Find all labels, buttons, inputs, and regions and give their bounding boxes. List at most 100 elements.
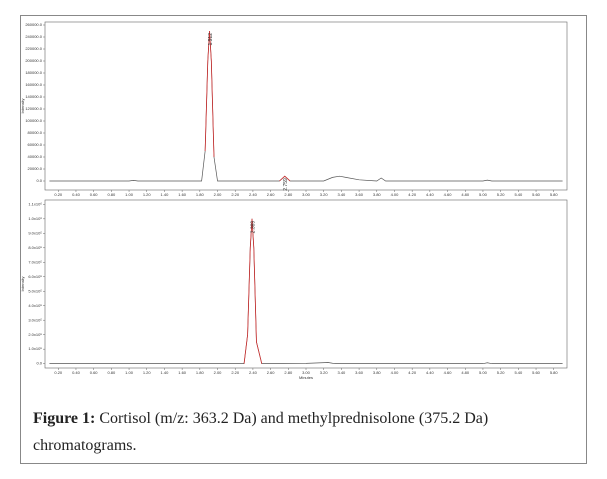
- plot-frame: [44, 199, 568, 369]
- trace: [49, 30, 563, 182]
- y-tick-label: 7.0x10⁵: [28, 259, 42, 264]
- x-tick-label: 5.80: [550, 192, 559, 197]
- y-axis-label: Intensity: [20, 99, 25, 114]
- y-tick-label: 1.0x10⁶: [28, 216, 42, 221]
- x-tick-label: 2.40: [249, 192, 258, 197]
- x-tick-label: 5.80: [550, 370, 559, 375]
- x-tick-label: 0.20: [54, 370, 63, 375]
- y-tick-label: 5.0x10⁵: [28, 288, 42, 293]
- y-tick-label: 1.1x10⁶: [28, 201, 42, 206]
- x-tick-label: 4.80: [461, 192, 470, 197]
- x-tick-label: 3.80: [373, 370, 382, 375]
- y-tick-label: 100000.0: [25, 118, 42, 123]
- x-tick-label: 1.80: [196, 192, 205, 197]
- x-tick-label: 1.60: [178, 370, 187, 375]
- x-tick-label: 3.20: [320, 192, 329, 197]
- x-tick-label: 1.20: [143, 192, 152, 197]
- x-tick-label: 4.00: [391, 370, 400, 375]
- x-tick-label: 4.20: [408, 192, 417, 197]
- y-tick-label: 3.0x10⁵: [28, 317, 42, 322]
- y-tick-label: 240000.0: [25, 34, 42, 39]
- x-tick-label: 2.00: [214, 192, 223, 197]
- x-tick-label: 5.60: [532, 192, 541, 197]
- x-tick-label: 2.80: [284, 192, 293, 197]
- x-tick-label: 0.60: [90, 192, 99, 197]
- y-tick-label: 140000.0: [25, 94, 42, 99]
- y-tick-label: 0.0: [36, 178, 42, 183]
- x-tick-label: 2.00: [214, 370, 223, 375]
- x-tick-label: 2.60: [267, 192, 276, 197]
- y-tick-label: 160000.0: [25, 82, 42, 87]
- x-tick-label: 2.60: [267, 370, 276, 375]
- x-tick-label: 3.60: [355, 192, 364, 197]
- y-tick-label: 260000.0: [25, 22, 42, 27]
- x-tick-label: 5.00: [479, 192, 488, 197]
- x-tick-label: 4.00: [391, 192, 400, 197]
- x-tick-label: 3.20: [320, 370, 329, 375]
- y-tick-label: 2.0x10⁵: [28, 332, 42, 337]
- x-tick-label: 0.40: [72, 192, 81, 197]
- x-tick-label: 5.20: [497, 370, 506, 375]
- x-tick-label: 3.60: [355, 370, 364, 375]
- x-tick-label: 5.60: [532, 370, 541, 375]
- x-tick-label: 4.60: [444, 370, 453, 375]
- x-tick-label: 2.20: [231, 192, 240, 197]
- x-tick-label: 5.20: [497, 192, 506, 197]
- x-tick-label: 4.60: [444, 192, 453, 197]
- x-tick-label: 1.40: [161, 370, 170, 375]
- figure-frame: [20, 15, 587, 464]
- peak-label: 2.759: [283, 178, 289, 191]
- x-tick-label: 1.00: [125, 192, 134, 197]
- x-tick-label: 2.20: [231, 370, 240, 375]
- y-tick-label: 4.0x10⁵: [28, 303, 42, 308]
- x-tick-label: 3.00: [302, 192, 311, 197]
- peak-label: 1.912: [208, 33, 214, 46]
- x-tick-label: 0.80: [107, 370, 116, 375]
- x-axis-label: Minutes: [299, 375, 313, 380]
- x-tick-label: 4.80: [461, 370, 470, 375]
- caption-text: Cortisol (m/z: 363.2 Da) and methylpredn…: [33, 410, 489, 454]
- y-tick-label: 200000.0: [25, 58, 42, 63]
- x-tick-label: 4.20: [408, 370, 417, 375]
- peak-label: 2.389: [250, 221, 256, 234]
- x-tick-label: 2.80: [284, 370, 293, 375]
- trace: [49, 218, 563, 365]
- x-tick-label: 1.80: [196, 370, 205, 375]
- x-tick-label: 1.00: [125, 370, 134, 375]
- trace: [243, 218, 263, 364]
- plot-frame: [44, 21, 568, 191]
- y-tick-label: 180000.0: [25, 70, 42, 75]
- y-tick-label: 120000.0: [25, 106, 42, 111]
- x-tick-label: 3.40: [337, 370, 346, 375]
- y-tick-label: 20000.0: [28, 166, 43, 171]
- x-tick-label: 3.40: [337, 192, 346, 197]
- y-tick-label: 1.0x10⁵: [28, 346, 42, 351]
- x-tick-label: 0.80: [107, 192, 116, 197]
- x-tick-label: 4.40: [426, 370, 435, 375]
- y-tick-label: 6.0x10⁵: [28, 274, 42, 279]
- caption: Figure 1: Cortisol (m/z: 363.2 Da) and m…: [33, 405, 573, 459]
- y-tick-label: 0.0: [36, 361, 42, 366]
- y-tick-label: 40000.0: [28, 154, 43, 159]
- trace: [204, 30, 291, 182]
- x-tick-label: 0.60: [90, 370, 99, 375]
- y-tick-label: 220000.0: [25, 46, 42, 51]
- x-tick-label: 3.80: [373, 192, 382, 197]
- y-tick-label: 80000.0: [28, 130, 43, 135]
- x-tick-label: 2.40: [249, 370, 258, 375]
- caption-label: Figure 1:: [33, 410, 96, 427]
- x-tick-label: 1.40: [161, 192, 170, 197]
- y-tick-label: 8.0x10⁵: [28, 245, 42, 250]
- x-tick-label: 4.40: [426, 192, 435, 197]
- y-tick-label: 9.0x10⁵: [28, 230, 42, 235]
- y-tick-label: 60000.0: [28, 142, 43, 147]
- x-tick-label: 5.40: [514, 370, 523, 375]
- x-tick-label: 0.40: [72, 370, 81, 375]
- x-tick-label: 5.40: [514, 192, 523, 197]
- x-tick-label: 1.60: [178, 192, 187, 197]
- x-tick-label: 0.20: [54, 192, 63, 197]
- chromatograms: 0.0 20000.0 40000.0 60000.0 80000.0 100000.0 1…: [20, 21, 568, 380]
- y-axis-label: Intensity: [20, 277, 25, 292]
- x-tick-label: 3.00: [302, 370, 311, 375]
